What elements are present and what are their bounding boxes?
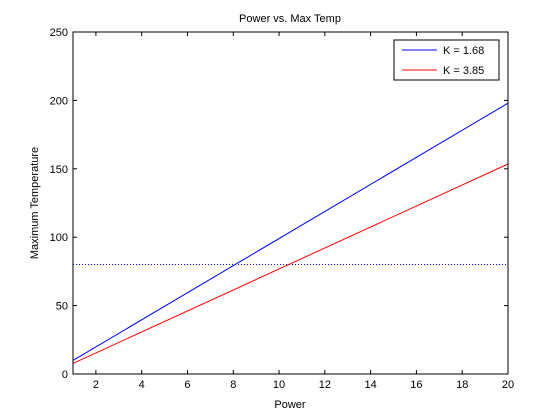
series-line-1 <box>72 163 509 364</box>
y-tick-label: 50 <box>56 301 68 313</box>
x-tick-label: 16 <box>410 379 422 391</box>
plot-background <box>73 32 508 374</box>
series-line-0 <box>72 102 509 361</box>
y-tick-label: 250 <box>50 27 68 39</box>
x-tick-label: 10 <box>273 379 285 391</box>
y-tick-label: 100 <box>50 232 68 244</box>
x-tick-label: 6 <box>184 379 190 391</box>
y-tick-label: 0 <box>62 369 68 381</box>
legend-label-k-3-85: K = 3.85 <box>443 65 484 77</box>
x-tick-label: 20 <box>502 379 514 391</box>
y-tick-label: 150 <box>50 164 68 176</box>
x-tick-label: 2 <box>93 379 99 391</box>
x-tick-label: 14 <box>365 379 377 391</box>
x-tick-label: 18 <box>456 379 468 391</box>
y-axis-label: Maximum Temperature <box>29 147 41 259</box>
plot-frame <box>72 31 509 375</box>
legend: K = 1.68 K = 3.85 <box>393 39 500 81</box>
y-tick-label: 200 <box>50 95 68 107</box>
x-axis-label: Power <box>274 399 306 411</box>
chart-title: Power vs. Max Temp <box>239 13 341 25</box>
legend-label-k-1-68: K = 1.68 <box>443 45 484 57</box>
x-tick-label: 12 <box>319 379 331 391</box>
x-tick-label: 8 <box>230 379 236 391</box>
legend-box <box>393 39 500 81</box>
x-tick-label: 4 <box>139 379 145 391</box>
